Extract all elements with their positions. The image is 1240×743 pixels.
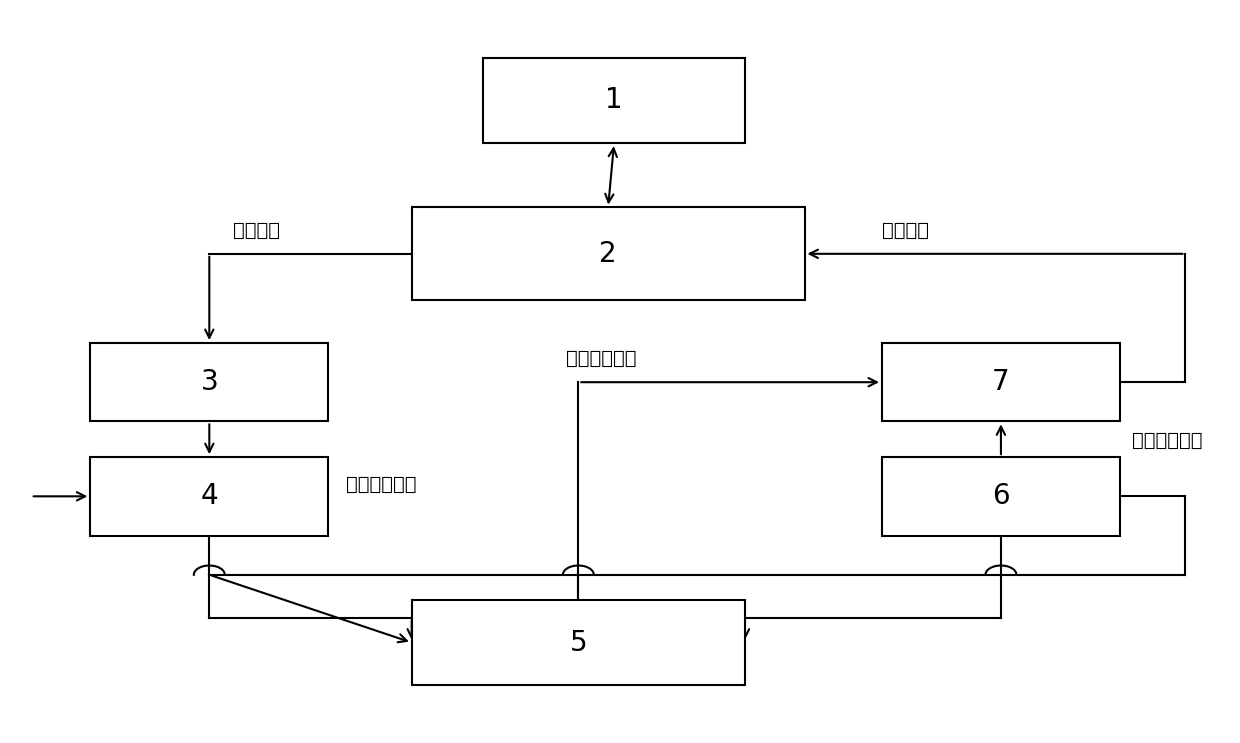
Text: 7: 7 <box>992 369 1009 396</box>
FancyBboxPatch shape <box>484 58 745 143</box>
FancyBboxPatch shape <box>412 207 805 300</box>
FancyBboxPatch shape <box>882 457 1120 536</box>
Text: 模拟信号采集: 模拟信号采集 <box>346 475 417 494</box>
Text: 反射信号: 反射信号 <box>233 221 280 239</box>
Text: 5: 5 <box>569 629 588 657</box>
Text: 4: 4 <box>201 482 218 510</box>
Text: 3: 3 <box>201 369 218 396</box>
Text: 2: 2 <box>599 240 618 267</box>
Text: 脉冲发射信号: 脉冲发射信号 <box>1132 431 1203 450</box>
Text: 1: 1 <box>605 86 622 114</box>
FancyBboxPatch shape <box>882 343 1120 421</box>
Text: 增益控制信号: 增益控制信号 <box>567 349 637 368</box>
Text: 脉冲信号: 脉冲信号 <box>882 221 929 239</box>
FancyBboxPatch shape <box>91 343 329 421</box>
FancyBboxPatch shape <box>412 600 745 685</box>
Text: 6: 6 <box>992 482 1009 510</box>
FancyBboxPatch shape <box>91 457 329 536</box>
